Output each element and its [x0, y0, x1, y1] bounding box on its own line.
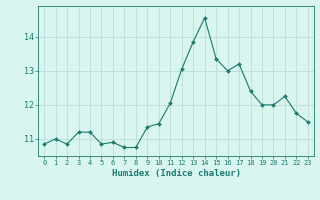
X-axis label: Humidex (Indice chaleur): Humidex (Indice chaleur) [111, 169, 241, 178]
